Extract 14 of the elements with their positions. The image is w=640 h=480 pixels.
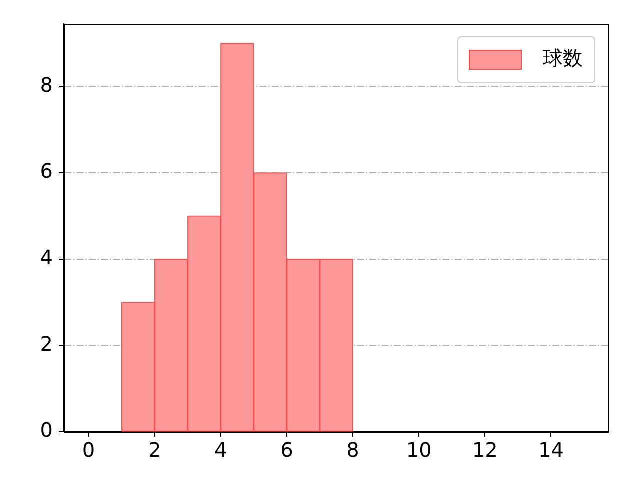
y-tick-label: 6	[40, 159, 53, 184]
x-tick-label: 10	[406, 438, 432, 462]
x-tick-label: 6	[280, 438, 294, 462]
x-tick-label: 8	[346, 438, 360, 462]
x-tick-label: 0	[82, 438, 96, 462]
x-tick-label: 2	[148, 438, 162, 462]
x-tick-label: 4	[214, 438, 228, 462]
y-tick-label: 2	[40, 332, 53, 356]
x-tick-label: 14	[538, 438, 564, 462]
legend-label: 球数	[543, 46, 583, 70]
y-tick-label: 8	[40, 72, 53, 97]
x-tick-label: 12	[472, 438, 498, 462]
y-tick-label: 0	[40, 418, 53, 442]
y-tick-label: 4	[40, 246, 53, 270]
